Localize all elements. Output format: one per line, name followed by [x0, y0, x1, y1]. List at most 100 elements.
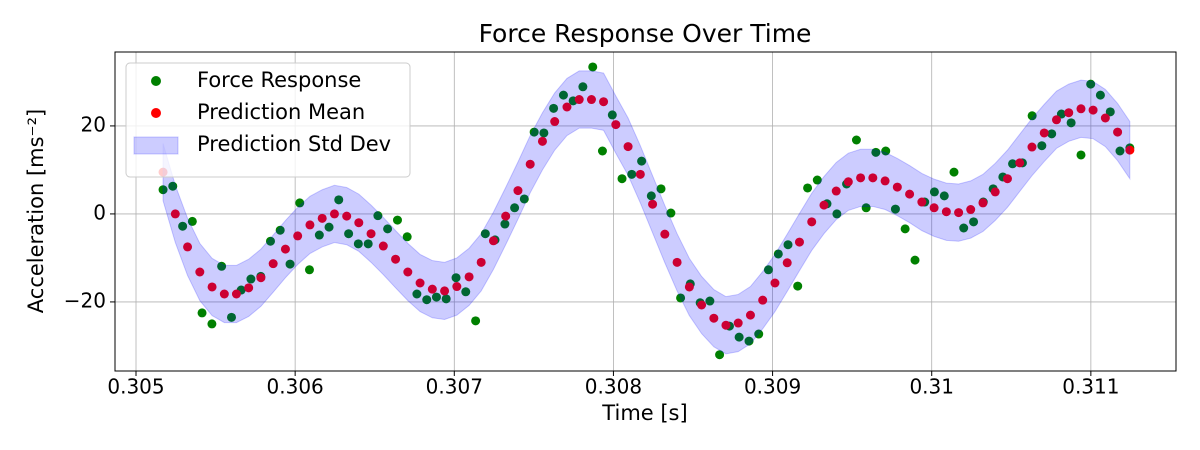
data-point	[412, 289, 422, 299]
data-point	[1015, 158, 1025, 168]
data-point	[843, 177, 853, 187]
data-point	[721, 320, 731, 330]
data-point	[529, 127, 539, 137]
data-point	[334, 195, 344, 205]
data-point	[1051, 115, 1061, 125]
data-point	[969, 217, 979, 227]
data-point	[256, 273, 266, 283]
data-point	[366, 229, 376, 239]
data-point	[431, 292, 441, 302]
data-point	[1027, 111, 1037, 121]
data-point	[329, 209, 339, 219]
x-tick-label: 0.305	[107, 375, 164, 399]
data-point	[537, 136, 547, 146]
data-point	[611, 120, 621, 130]
data-point	[832, 209, 842, 219]
legend-swatch	[133, 136, 179, 155]
data-point	[246, 274, 256, 284]
data-point	[402, 232, 412, 242]
data-point	[480, 229, 490, 239]
data-point	[574, 95, 584, 105]
data-point	[217, 261, 227, 271]
data-point	[353, 239, 363, 249]
data-point	[1086, 79, 1096, 89]
data-point	[892, 182, 902, 192]
data-point	[314, 230, 324, 240]
data-point	[637, 156, 647, 166]
data-point	[734, 332, 744, 342]
data-point	[440, 286, 450, 296]
data-point	[451, 273, 461, 283]
data-point	[344, 229, 354, 239]
data-point	[317, 213, 327, 223]
data-point	[1047, 129, 1057, 139]
data-point	[304, 265, 314, 275]
data-point	[441, 294, 451, 304]
data-point	[471, 316, 481, 326]
data-point	[697, 300, 707, 310]
y-tick-label: 0	[93, 200, 106, 224]
data-point	[1105, 107, 1115, 117]
data-point	[392, 215, 402, 225]
legend-label: Prediction Mean	[197, 100, 365, 124]
chart-title: Force Response Over Time	[479, 19, 812, 48]
x-tick-label: 0.308	[585, 375, 642, 399]
data-point	[550, 117, 560, 127]
data-point	[666, 208, 676, 218]
data-point	[464, 272, 474, 282]
data-point	[183, 242, 193, 252]
data-point	[917, 197, 927, 207]
data-point	[758, 295, 768, 305]
legend-label: Force Response	[197, 68, 361, 92]
data-point	[1125, 145, 1135, 155]
data-point	[880, 176, 890, 186]
data-point	[905, 189, 915, 199]
data-point	[510, 203, 520, 213]
data-point	[415, 278, 425, 288]
data-point	[597, 146, 607, 156]
legend-swatch	[151, 108, 161, 118]
data-point	[763, 265, 773, 275]
data-point	[794, 237, 804, 247]
data-point	[783, 240, 793, 250]
data-point	[754, 329, 764, 339]
data-point	[773, 249, 783, 259]
data-point	[929, 187, 939, 197]
data-point	[871, 147, 881, 157]
data-point	[391, 254, 401, 264]
data-point	[819, 200, 829, 210]
data-point	[672, 257, 682, 267]
data-point	[929, 203, 939, 213]
data-point	[1002, 174, 1012, 184]
data-point	[868, 173, 878, 183]
data-point	[275, 225, 285, 235]
data-point	[959, 223, 969, 233]
data-point	[881, 146, 891, 156]
data-point	[324, 222, 334, 232]
data-point	[207, 282, 217, 292]
data-point	[354, 218, 364, 228]
data-point	[226, 312, 236, 322]
data-point	[990, 187, 1000, 197]
data-point	[1066, 118, 1076, 128]
data-point	[488, 236, 498, 246]
data-point	[941, 207, 951, 217]
data-point	[715, 350, 725, 360]
data-point	[733, 318, 743, 328]
std-band	[162, 70, 1131, 355]
data-point	[268, 259, 278, 269]
x-axis-label: Time [s]	[601, 401, 687, 425]
data-point	[578, 82, 588, 92]
data-point	[219, 289, 229, 299]
data-point	[648, 199, 658, 209]
data-point	[676, 293, 686, 303]
data-point	[599, 97, 609, 107]
data-point	[1039, 128, 1049, 138]
x-tick-label: 0.309	[744, 375, 801, 399]
data-point	[383, 224, 393, 234]
data-point	[1027, 142, 1037, 152]
data-point	[549, 103, 559, 113]
data-point	[422, 295, 432, 305]
data-point	[525, 159, 535, 169]
data-point	[168, 181, 178, 191]
